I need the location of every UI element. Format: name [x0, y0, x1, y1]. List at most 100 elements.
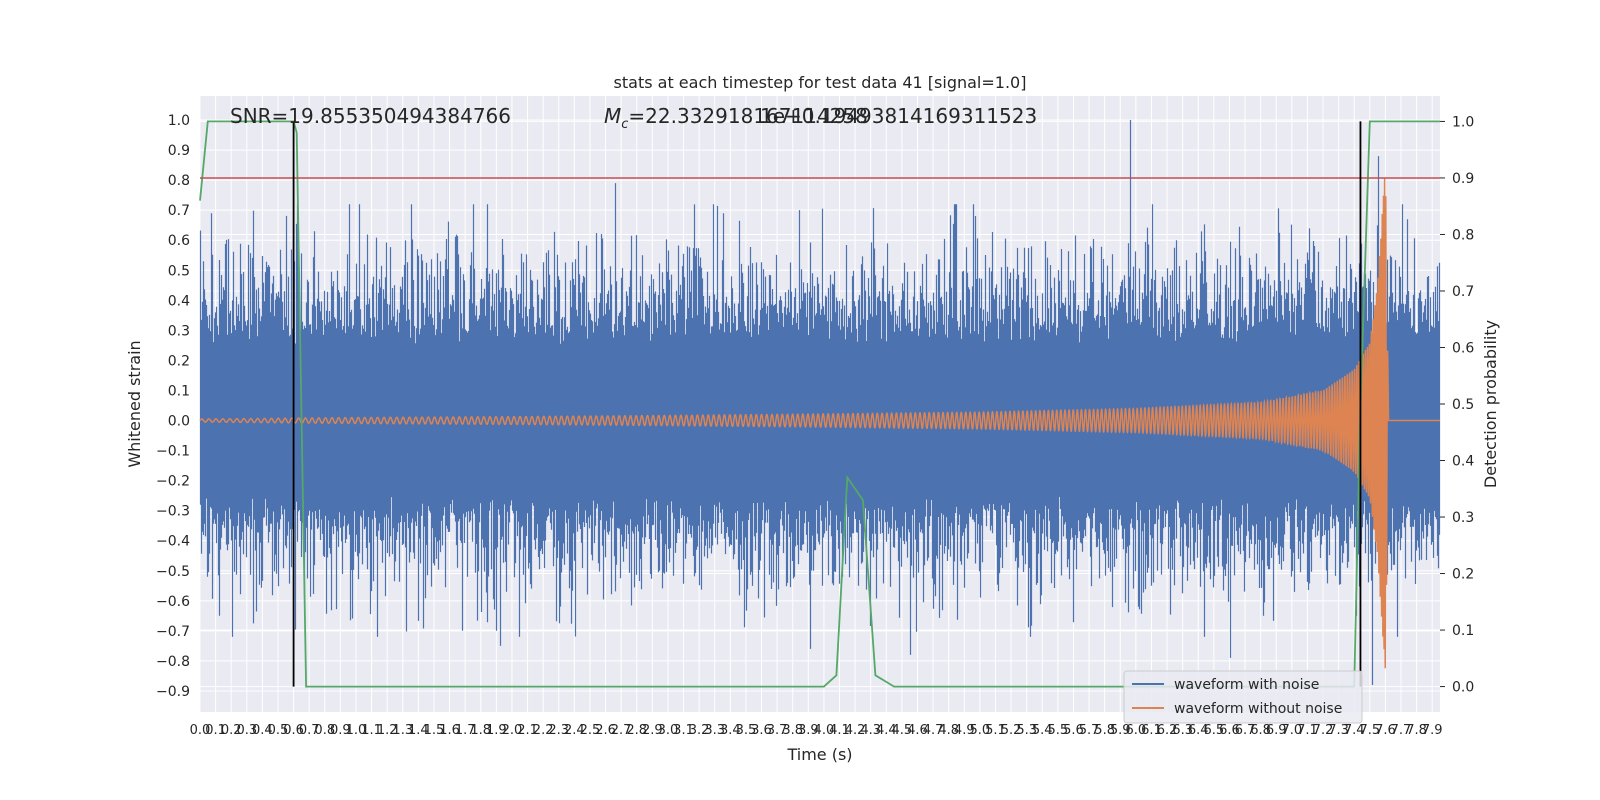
x-tick-label: 1.0: [346, 723, 367, 738]
clean-waveform-line: [199, 178, 1440, 669]
x-tick-label: 1.5: [424, 723, 445, 738]
x-tick-label: 5.3: [1016, 723, 1037, 738]
x-tick-label: 3.9: [798, 723, 819, 738]
x-tick-label: 3.1: [673, 723, 694, 738]
x-tick-label: 7.1: [1297, 723, 1318, 738]
y2-tick-label: 0.6: [1452, 340, 1474, 356]
y-tick-label: 0.3: [168, 323, 190, 339]
x-tick-label: 5.7: [1079, 723, 1100, 738]
x-tick-label: 2.6: [595, 723, 616, 738]
x-tick-label: 6.8: [1250, 723, 1271, 738]
legend-box: [1123, 670, 1363, 724]
y-tick-label: −0.1: [156, 444, 190, 460]
x-tick-label: 6.6: [1219, 723, 1240, 738]
x-tick-label: 5.8: [1094, 723, 1115, 738]
x-tick-label: 4.0: [814, 723, 835, 738]
x-tick-label: 3.2: [689, 723, 710, 738]
x-tick-label: 6.9: [1266, 723, 1287, 738]
x-tick-label: 4.2: [845, 723, 866, 738]
x-tick-label: 1.9: [486, 723, 507, 738]
chirp-mass-symbol: M: [604, 104, 621, 128]
x-tick-label: 4.4: [876, 723, 897, 738]
y-tick-label: −0.9: [156, 684, 190, 700]
chirp-mass-annotation: Mc=22.332918167114258: [604, 104, 868, 132]
x-tick-label: 7.9: [1422, 723, 1443, 738]
y2-tick-label: 0.9: [1452, 171, 1474, 187]
x-tick-label: 3.3: [704, 723, 725, 738]
legend-clean-label: waveform without noise: [1174, 701, 1342, 717]
x-tick-label: 0.1: [205, 723, 226, 738]
right-y-ticks: 1.0 0.9 0.8 0.7 0.6 0.5 0.4 0.3 0.2 0.1 0.0: [1440, 114, 1474, 696]
chirp-mass-subscript: c: [621, 117, 628, 132]
chirp-mass-value: =22.332918167114258: [628, 104, 867, 128]
legend-noise-label: waveform with noise: [1174, 677, 1319, 693]
y2-tick-label: 0.0: [1452, 680, 1474, 696]
x-tick-label: 0.8: [314, 723, 335, 738]
y-tick-label: 0.6: [168, 233, 190, 249]
x-tick-label: 7.5: [1359, 723, 1380, 738]
x-tick-label: 7.3: [1328, 723, 1349, 738]
x-tick-label: 4.9: [954, 723, 975, 738]
x-tick-label: 7.7: [1391, 723, 1412, 738]
y-tick-label: 0.1: [168, 383, 190, 399]
y-tick-label: −0.6: [156, 594, 190, 610]
y-tick-label: 0.8: [168, 173, 190, 189]
detection-probability-line: [199, 120, 1440, 688]
overlap-annotation: 1e+0.19493814169311523: [760, 104, 1037, 128]
legend: waveform with noise waveform without noi…: [1123, 670, 1363, 724]
x-tick-label: 0.9: [330, 723, 351, 738]
x-tick-label: 5.1: [985, 723, 1006, 738]
x-tick-label: 6.2: [1157, 723, 1178, 738]
snr-annotation: SNR=19.855350494384766: [230, 104, 511, 128]
x-tick-label: 1.2: [377, 723, 398, 738]
x-tick-label: 6.4: [1188, 723, 1209, 738]
x-tick-label: 3.8: [782, 723, 803, 738]
x-tick-label: 1.6: [439, 723, 460, 738]
x-tick-label: 3.4: [720, 723, 741, 738]
x-tick-label: 1.1: [361, 723, 382, 738]
x-tick-label: 2.3: [548, 723, 569, 738]
y-tick-label: −0.4: [156, 534, 190, 550]
y2-tick-label: 0.3: [1452, 510, 1474, 526]
x-tick-label: 7.2: [1313, 723, 1334, 738]
reference-lines: [200, 121, 1440, 687]
chart-title: stats at each timestep for test data 41 …: [614, 73, 1027, 92]
y2-tick-label: 0.2: [1452, 567, 1474, 583]
x-tick-label: 4.1: [829, 723, 850, 738]
y-tick-label: −0.2: [156, 474, 190, 490]
x-tick-label: 0.4: [252, 723, 273, 738]
x-tick-label: 6.3: [1172, 723, 1193, 738]
x-tick-label: 0.3: [236, 723, 257, 738]
x-tick-label: 0.0: [190, 723, 211, 738]
x-tick-label: 0.5: [268, 723, 289, 738]
y-tick-label: 1.0: [168, 113, 190, 129]
x-tick-label: 0.7: [299, 723, 320, 738]
detection-probability-series: [199, 120, 1440, 688]
y-axis-label: Whitened strain: [125, 340, 144, 467]
x-tick-label: 7.4: [1344, 723, 1365, 738]
x-ticks: 0.00.10.20.30.40.50.60.70.80.91.01.11.21…: [190, 723, 1443, 738]
x-tick-label: 6.7: [1235, 723, 1256, 738]
x-tick-label: 2.5: [580, 723, 601, 738]
y2-tick-label: 0.8: [1452, 227, 1474, 243]
x-tick-label: 4.3: [860, 723, 881, 738]
y-tick-label: 0.5: [168, 263, 190, 279]
y-tick-label: 0.9: [168, 143, 190, 159]
y-tick-label: 0.4: [168, 293, 190, 309]
x-tick-label: 2.1: [517, 723, 538, 738]
y-tick-label: −0.3: [156, 504, 190, 520]
y-tick-label: −0.5: [156, 564, 190, 580]
y-tick-label: 0.7: [168, 203, 190, 219]
y2-tick-label: 0.4: [1452, 454, 1474, 470]
x-tick-label: 2.0: [502, 723, 523, 738]
y-tick-label: 0.0: [168, 414, 190, 430]
y2-tick-label: 0.5: [1452, 397, 1474, 413]
x-tick-label: 1.4: [408, 723, 429, 738]
x-tick-label: 2.8: [626, 723, 647, 738]
x-tick-label: 3.5: [736, 723, 757, 738]
y-tick-label: −0.7: [156, 624, 190, 640]
x-tick-label: 1.3: [392, 723, 413, 738]
x-axis-label: Time (s): [786, 745, 852, 764]
x-tick-label: 0.6: [283, 723, 304, 738]
